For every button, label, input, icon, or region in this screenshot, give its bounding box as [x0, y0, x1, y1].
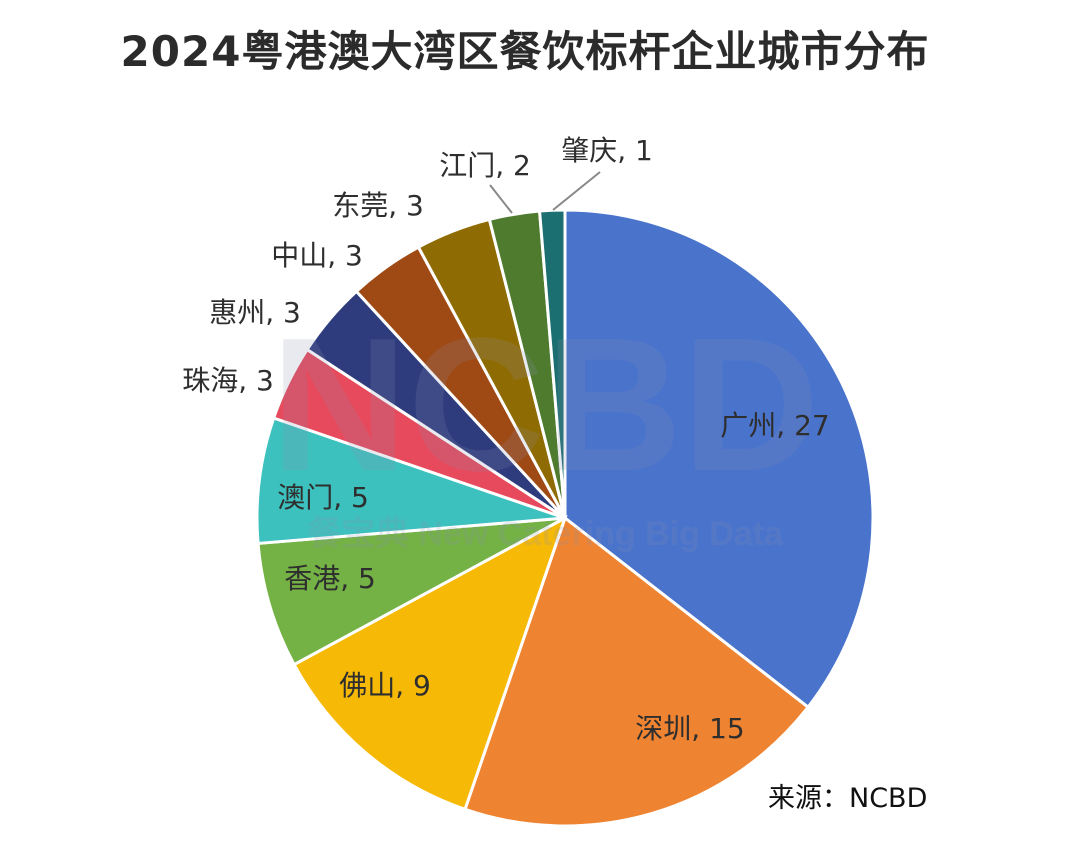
watermark-logo: NCBD [271, 299, 820, 511]
data-label-澳门: 澳门, 5 [277, 481, 369, 514]
data-label-惠州: 惠州, 3 [209, 296, 301, 329]
leader-line-江门 [489, 184, 513, 214]
source-note: 来源：NCBD [768, 783, 928, 814]
pie-slice-香港 [256, 516, 566, 667]
data-label-深圳: 深圳, 15 [635, 712, 744, 745]
data-label-香港: 香港, 5 [284, 562, 376, 595]
watermark-text: 餐宝典 New Catering Big Data [307, 515, 784, 553]
pie-slice-深圳 [463, 515, 811, 828]
data-label-广州: 广州, 27 [720, 409, 829, 442]
watermark: NCBD 餐宝典 New Catering Big Data [271, 299, 820, 553]
data-label-肇庆: 肇庆, 1 [561, 134, 653, 167]
data-label-中山: 中山, 3 [271, 239, 363, 272]
data-label-珠海: 珠海, 3 [182, 364, 274, 397]
data-label-东莞: 东莞, 3 [332, 189, 424, 222]
pie-slice-佛山 [292, 514, 568, 812]
pie-slice-澳门 [255, 416, 566, 546]
pie-slice-广州 [563, 208, 875, 710]
data-label-江门: 江门, 2 [439, 149, 531, 182]
leader-line-肇庆 [552, 171, 601, 211]
data-label-佛山: 佛山, 9 [339, 669, 431, 702]
pie-slice-肇庆 [537, 208, 567, 519]
chart-title: 2024粤港澳大湾区餐饮标杆企业城市分布 [120, 27, 930, 76]
